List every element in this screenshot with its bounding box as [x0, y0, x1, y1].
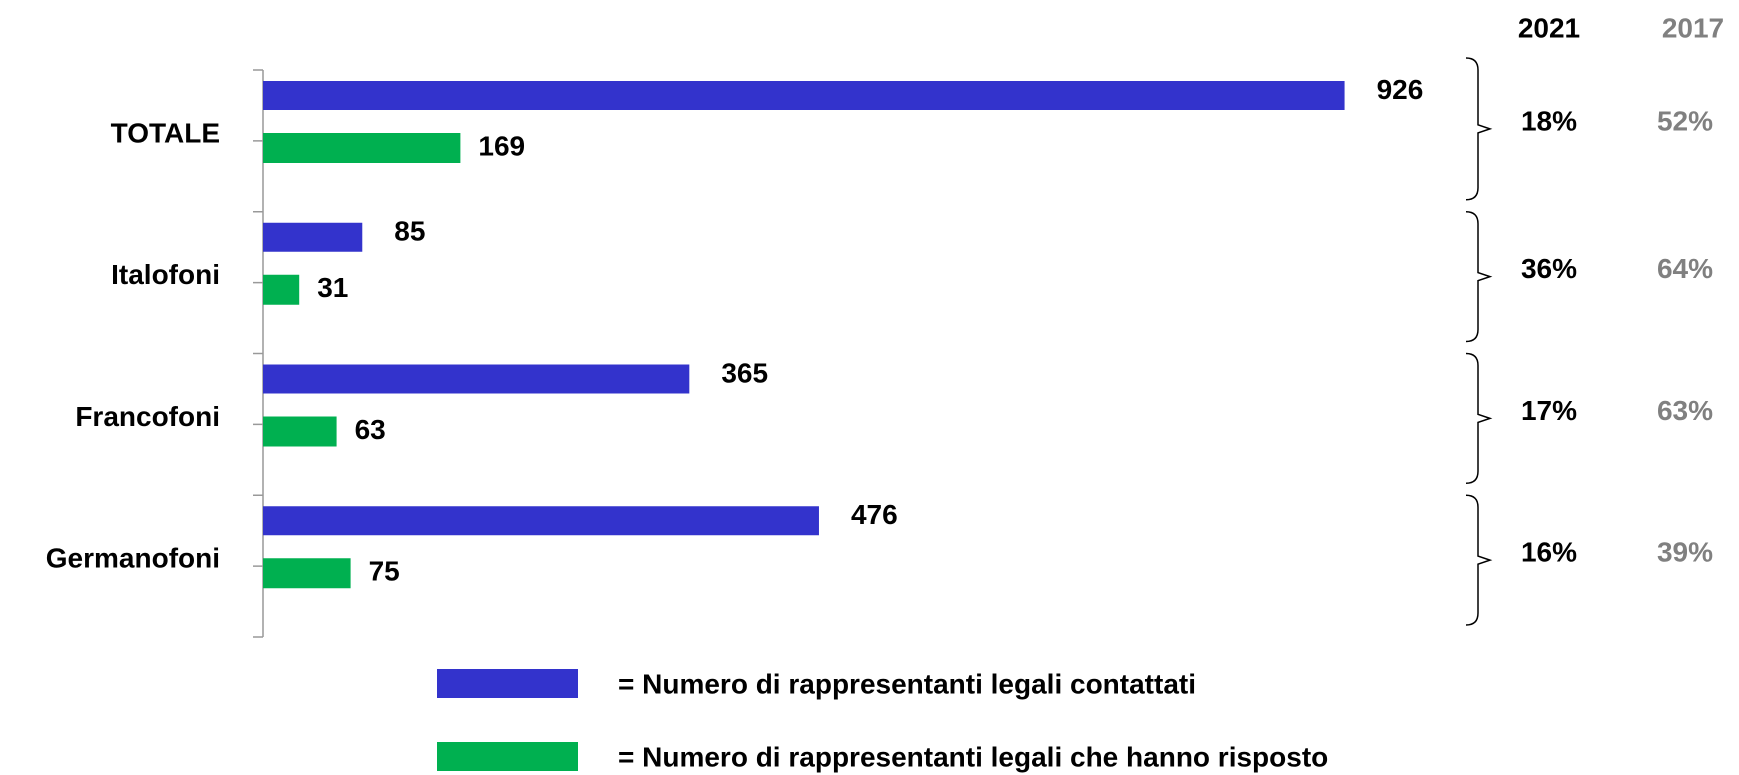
- column-value: 63%: [1657, 395, 1713, 426]
- legend-label: = Numero di rappresentanti legali contat…: [618, 668, 1196, 699]
- bar: [263, 274, 300, 305]
- column-value: 18%: [1521, 105, 1577, 136]
- value-label: 85: [394, 216, 425, 247]
- bar: [263, 558, 351, 589]
- value-label: 476: [851, 499, 898, 530]
- value-label: 75: [369, 556, 400, 587]
- value-label: 365: [721, 357, 768, 388]
- bar: [263, 364, 690, 394]
- column-value: 17%: [1521, 395, 1577, 426]
- category-label: Italofoni: [111, 259, 220, 290]
- bar: [263, 133, 461, 163]
- bar: [263, 222, 363, 252]
- category-label: Germanofoni: [46, 543, 220, 574]
- column-value: 36%: [1521, 253, 1577, 284]
- legend-label: = Numero di rappresentanti legali che ha…: [618, 741, 1328, 772]
- bar: [263, 416, 337, 447]
- legend-swatch: [437, 669, 578, 698]
- column-value: 16%: [1521, 537, 1577, 568]
- column-value: 52%: [1657, 105, 1713, 136]
- bracket: [1465, 57, 1493, 201]
- column-value: 64%: [1657, 253, 1713, 284]
- column-header: 2021: [1518, 12, 1580, 43]
- category-label: TOTALE: [111, 117, 220, 148]
- bracket: [1465, 494, 1493, 626]
- column-value: 39%: [1657, 537, 1713, 568]
- value-label: 926: [1377, 74, 1424, 105]
- category-label: Francofoni: [75, 401, 220, 432]
- column-header: 2017: [1662, 12, 1724, 43]
- bar: [263, 506, 819, 536]
- value-label: 63: [355, 414, 386, 445]
- bracket: [1465, 211, 1493, 343]
- legend-swatch: [437, 742, 578, 771]
- value-label: 169: [478, 130, 525, 161]
- bar: [263, 81, 1345, 110]
- bracket: [1465, 352, 1493, 484]
- value-label: 31: [317, 272, 348, 303]
